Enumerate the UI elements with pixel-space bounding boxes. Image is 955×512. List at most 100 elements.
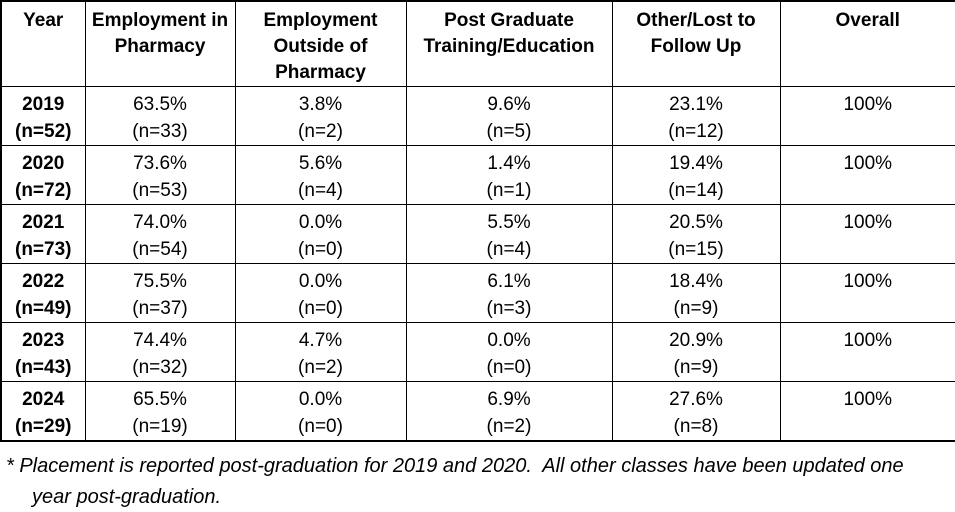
- pct-value: 74.0%: [133, 212, 187, 233]
- year-label: 2020: [22, 153, 65, 174]
- table-row-2023: 2023 (n=43) 74.4% (n=32) 4.7% (n=2) 0.0%…: [0, 322, 955, 382]
- pct-value: 5.5%: [487, 212, 531, 233]
- overall-cell: 100%: [779, 204, 955, 264]
- year-n-label: (n=43): [15, 357, 72, 378]
- overall-cell: 100%: [779, 263, 955, 323]
- n-value: (n=2): [298, 357, 343, 378]
- n-value: (n=54): [132, 239, 188, 260]
- pct-value: 4.7%: [298, 330, 343, 351]
- col-header-employment-in-pharmacy: Employment in Pharmacy: [84, 0, 236, 87]
- pct-value: 3.8%: [298, 94, 343, 115]
- n-value: (n=12): [668, 121, 724, 142]
- data-cell: 20.9% (n=9): [611, 322, 781, 382]
- data-cell: 0.0% (n=0): [234, 204, 407, 264]
- data-cell: 0.0% (n=0): [234, 381, 407, 442]
- year-cell: 2024 (n=29): [0, 381, 86, 442]
- year-n-label: (n=52): [15, 121, 72, 142]
- year-label: 2021: [22, 212, 65, 233]
- n-value: (n=9): [673, 357, 719, 378]
- data-cell: 6.1% (n=3): [405, 263, 613, 323]
- year-cell: 2021 (n=73): [0, 204, 86, 264]
- n-value: (n=32): [132, 357, 188, 378]
- pct-value: 23.1%: [669, 94, 723, 115]
- pct-value: 20.5%: [669, 212, 723, 233]
- pct-value: 20.9%: [669, 330, 723, 351]
- data-cell: 20.5% (n=15): [611, 204, 781, 264]
- year-label: 2024: [22, 389, 65, 410]
- col-header-overall: Overall: [779, 0, 955, 87]
- overall-cell: 100%: [779, 322, 955, 382]
- n-value: (n=1): [486, 180, 532, 201]
- table-row-2021: 2021 (n=73) 74.0% (n=54) 0.0% (n=0) 5.5%…: [0, 204, 955, 264]
- overall-value: 100%: [843, 271, 893, 292]
- table-row-2022: 2022 (n=49) 75.5% (n=37) 0.0% (n=0) 6.1%…: [0, 263, 955, 323]
- pct-value: 0.0%: [298, 389, 343, 410]
- pct-value: 1.4%: [487, 153, 531, 174]
- overall-value: 100%: [843, 94, 893, 115]
- data-cell: 18.4% (n=9): [611, 263, 781, 323]
- n-value: (n=9): [673, 298, 719, 319]
- n-value: (n=53): [132, 180, 188, 201]
- pct-value: 73.6%: [133, 153, 187, 174]
- pct-value: 6.9%: [487, 389, 531, 410]
- data-cell: 0.0% (n=0): [234, 263, 407, 323]
- pct-value: 9.6%: [487, 94, 531, 115]
- data-cell: 1.4% (n=1): [405, 145, 613, 205]
- overall-value: 100%: [843, 153, 893, 174]
- pct-value: 19.4%: [669, 153, 723, 174]
- data-cell: 75.5% (n=37): [84, 263, 236, 323]
- data-cell: 23.1% (n=12): [611, 86, 781, 146]
- data-cell: 63.5% (n=33): [84, 86, 236, 146]
- n-value: (n=19): [132, 416, 188, 437]
- data-cell: 73.6% (n=53): [84, 145, 236, 205]
- data-cell: 74.4% (n=32): [84, 322, 236, 382]
- overall-cell: 100%: [779, 86, 955, 146]
- year-cell: 2022 (n=49): [0, 263, 86, 323]
- n-value: (n=15): [668, 239, 724, 260]
- n-value: (n=14): [668, 180, 724, 201]
- n-value: (n=3): [486, 298, 532, 319]
- header-row: Year Employment in Pharmacy Employment O…: [0, 0, 955, 87]
- table-row-2020: 2020 (n=72) 73.6% (n=53) 5.6% (n=4) 1.4%…: [0, 145, 955, 205]
- n-value: (n=8): [673, 416, 719, 437]
- pct-value: 27.6%: [669, 389, 723, 410]
- n-value: (n=0): [298, 298, 343, 319]
- data-cell: 19.4% (n=14): [611, 145, 781, 205]
- data-cell: 4.7% (n=2): [234, 322, 407, 382]
- overall-cell: 100%: [779, 145, 955, 205]
- data-cell: 3.8% (n=2): [234, 86, 407, 146]
- overall-cell: 100%: [779, 381, 955, 442]
- n-value: (n=5): [486, 121, 532, 142]
- col-header-year: Year: [0, 0, 86, 87]
- n-value: (n=0): [298, 416, 343, 437]
- data-cell: 5.6% (n=4): [234, 145, 407, 205]
- pct-value: 18.4%: [669, 271, 723, 292]
- placement-outcomes-table: Year Employment in Pharmacy Employment O…: [0, 0, 955, 442]
- pct-value: 63.5%: [133, 94, 187, 115]
- year-cell: 2020 (n=72): [0, 145, 86, 205]
- col-header-employment-outside-pharmacy: Employment Outside of Pharmacy: [234, 0, 407, 87]
- overall-value: 100%: [843, 212, 893, 233]
- pct-value: 0.0%: [298, 271, 343, 292]
- year-label: 2019: [22, 94, 65, 115]
- pct-value: 0.0%: [298, 212, 343, 233]
- pct-value: 6.1%: [487, 271, 531, 292]
- n-value: (n=4): [486, 239, 532, 260]
- overall-value: 100%: [843, 389, 893, 410]
- col-header-other-lost-followup: Other/Lost to Follow Up: [611, 0, 781, 87]
- n-value: (n=33): [132, 121, 188, 142]
- table-row-2019: 2019 (n=52) 63.5% (n=33) 3.8% (n=2) 9.6%…: [0, 86, 955, 146]
- n-value: (n=2): [486, 416, 532, 437]
- year-label: 2022: [22, 271, 65, 292]
- year-cell: 2023 (n=43): [0, 322, 86, 382]
- table-row-2024: 2024 (n=29) 65.5% (n=19) 0.0% (n=0) 6.9%…: [0, 381, 955, 442]
- year-label: 2023: [22, 330, 65, 351]
- year-n-label: (n=49): [15, 298, 72, 319]
- pct-value: 0.0%: [487, 330, 531, 351]
- pct-value: 75.5%: [133, 271, 187, 292]
- data-cell: 74.0% (n=54): [84, 204, 236, 264]
- year-cell: 2019 (n=52): [0, 86, 86, 146]
- year-n-label: (n=73): [15, 239, 72, 260]
- n-value: (n=4): [298, 180, 343, 201]
